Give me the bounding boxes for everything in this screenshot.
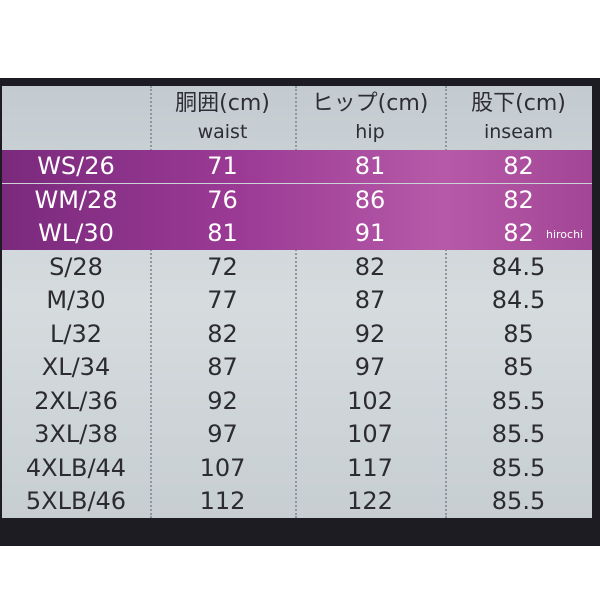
measurement: 71 — [207, 152, 238, 180]
measurement: 92 — [354, 319, 386, 348]
measurement: 85.5 — [491, 386, 546, 415]
table-row: M/30 77 87 84.5 — [2, 284, 592, 317]
measurement: 81 — [207, 219, 238, 247]
size-label: 4XLB/44 — [25, 453, 127, 482]
measurement: 85 — [503, 353, 534, 381]
table-row: 3XL/38 97 107 85.5 — [2, 418, 592, 451]
size-table: 胴囲(cm) waist ヒップ(cm) hip 股下(cm) inseam WS/26 71… — [2, 86, 592, 518]
measurement: 85.5 — [491, 453, 546, 482]
size-label: 5XLB/46 — [25, 487, 127, 515]
column-header: ヒップ(cm) hip — [295, 86, 445, 148]
column-header: 股下(cm) inseam — [445, 86, 592, 148]
column-divider — [445, 86, 447, 518]
table-row: XL/34 87 97 85 — [2, 351, 592, 384]
size-label: 2XL/36 — [34, 386, 118, 415]
header-english: waist — [197, 121, 248, 143]
measurement: 92 — [207, 386, 238, 415]
measurement: 117 — [347, 453, 393, 482]
header-japanese: 胴囲(cm) — [175, 91, 270, 116]
measurement: 72 — [207, 252, 238, 281]
measurement: 82 — [354, 252, 386, 281]
measurement: 112 — [199, 487, 246, 515]
measurement: 91 — [354, 219, 386, 247]
table-row: 2XL/36 92 102 85.5 — [2, 385, 592, 418]
measurement: 82 — [503, 152, 534, 180]
measurement: 82 — [207, 319, 238, 348]
measurement: 97 — [207, 420, 238, 448]
measurement: 82 — [503, 219, 534, 247]
measurement: 82 — [503, 185, 534, 214]
measurement: 77 — [207, 286, 238, 314]
measurement: 84.5 — [491, 252, 546, 281]
table-row: L/32 82 92 85 — [2, 318, 592, 351]
table-row: WM/28 76 86 82 — [2, 183, 592, 217]
size-label: 3XL/38 — [34, 420, 118, 448]
size-label: L/32 — [50, 319, 102, 348]
size-label: WL/30 — [38, 219, 114, 247]
header-japanese: 股下(cm) — [471, 91, 566, 116]
header-english: hip — [355, 121, 385, 143]
size-label: WM/28 — [34, 185, 118, 214]
table-row: S/28 72 82 84.5 — [2, 251, 592, 284]
measurement: 87 — [354, 286, 386, 314]
column-divider — [295, 86, 297, 518]
measurement: 107 — [199, 453, 246, 482]
size-label: XL/34 — [41, 353, 111, 381]
size-label: M/30 — [46, 286, 106, 314]
measurement: 107 — [347, 420, 393, 448]
measurement: 86 — [354, 185, 386, 214]
table-row: 5XLB/46 112 122 85.5 — [2, 485, 592, 518]
header-english: inseam — [483, 121, 554, 143]
measurement: 85.5 — [491, 420, 546, 448]
measurement: 85.5 — [491, 487, 546, 515]
size-label: WS/26 — [37, 152, 115, 180]
measurement: 97 — [354, 353, 386, 381]
column-header: 胴囲(cm) waist — [150, 86, 295, 148]
measurement: 84.5 — [491, 286, 546, 314]
watermark: hirochi — [546, 228, 584, 241]
column-divider — [150, 86, 152, 518]
size-label: S/28 — [49, 252, 103, 281]
table-row: WL/30 81 91 82 — [2, 217, 592, 250]
table-row: WS/26 71 81 82 — [2, 150, 592, 183]
header-japanese: ヒップ(cm) — [311, 91, 429, 116]
measurement: 81 — [354, 152, 386, 180]
measurement: 87 — [207, 353, 238, 381]
measurement: 102 — [347, 386, 393, 415]
measurement: 122 — [347, 487, 393, 515]
table-row: 4XLB/44 107 117 85.5 — [2, 452, 592, 485]
measurement: 76 — [207, 185, 238, 214]
measurement: 85 — [503, 319, 534, 348]
